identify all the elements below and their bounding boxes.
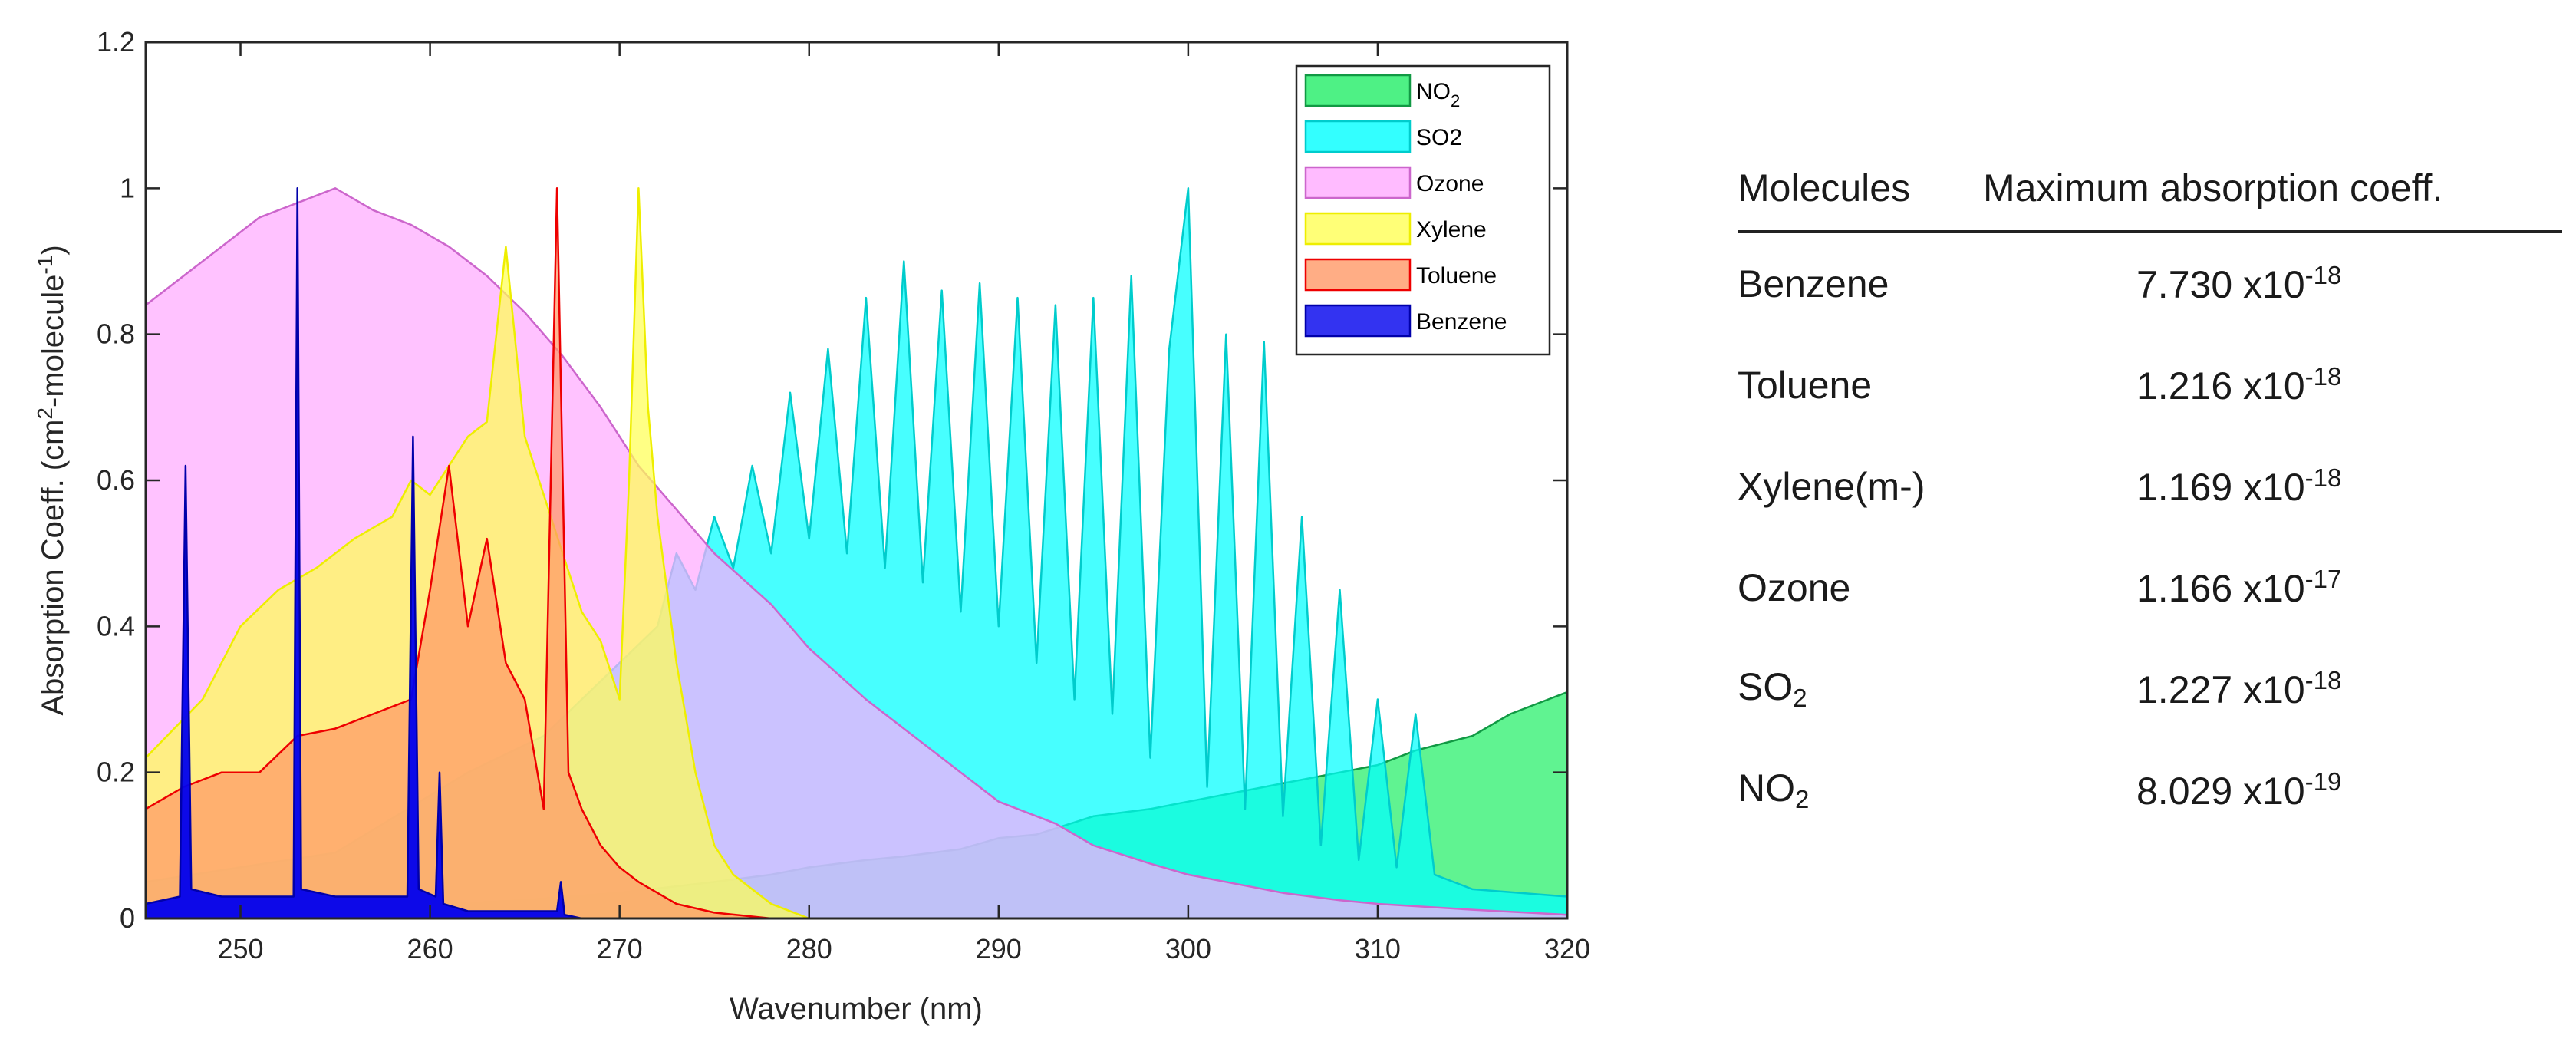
legend-swatch-so2: [1304, 120, 1412, 153]
max-coeff-value: 1.216 x10-18: [2136, 362, 2551, 408]
y-axis-title-sup1: 2: [33, 407, 57, 420]
x-tick-label-300: 300: [1165, 933, 1211, 965]
y-tick-label-1: 0.2: [97, 757, 135, 788]
molecule-name-text: NO: [1738, 767, 1795, 810]
coeff-mantissa: 1.169 x10: [2136, 466, 2305, 509]
coeff-exponent: -17: [2304, 564, 2342, 593]
coeff-mantissa: 1.166 x10: [2136, 567, 2305, 611]
molecule-name: Benzene: [1738, 262, 2136, 306]
header-coeff: Maximum absorption coeff.: [1983, 167, 2443, 209]
coeff-mantissa: 1.216 x10: [2136, 364, 2305, 408]
molecule-name-text: Benzene: [1738, 262, 1889, 305]
legend-swatch-no2: [1304, 74, 1412, 107]
max-coeff-value: 7.730 x10-18: [2136, 261, 2551, 307]
y-axis-title-sup2: -1: [33, 256, 57, 275]
y-axis-title-part2: -molecule: [36, 275, 70, 407]
table-row: Benzene 7.730 x10-18: [1738, 233, 2562, 335]
max-coeff-value: 1.169 x10-18: [2136, 463, 2551, 509]
table-row: SO2 1.227 x10-18: [1738, 638, 2562, 740]
y-tick-label-6: 1.2: [97, 26, 135, 58]
coeff-exponent: -19: [2304, 767, 2342, 796]
x-axis-title: Wavenumber (nm): [730, 992, 983, 1026]
molecule-name-text: Xylene(m-): [1738, 465, 1925, 508]
max-coeff-value: 1.227 x10-18: [2136, 666, 2551, 712]
table-row: NO2 8.029 x10-19: [1738, 740, 2562, 841]
coeff-mantissa: 1.227 x10: [2136, 668, 2305, 712]
series-area-benzene: [144, 187, 583, 920]
molecule-name-subscript: 2: [1795, 785, 1810, 814]
y-axis-title: Absorption Coeff. (cm2-molecule-1): [33, 245, 70, 715]
absorption-table: Molecules Maximum absorption coeff. Benz…: [1738, 146, 2562, 841]
coeff-exponent: -18: [2304, 463, 2342, 492]
x-tick-label-270: 270: [597, 933, 643, 965]
coeff-exponent: -18: [2304, 361, 2342, 391]
table-header: Molecules Maximum absorption coeff.: [1738, 146, 2562, 233]
legend-label-main: Toluene: [1416, 263, 1497, 289]
legend: NO2 SO2 Ozone Xylene Toluene Benzene: [1295, 64, 1551, 356]
coeff-exponent: -18: [2304, 260, 2342, 289]
coeff-mantissa: 7.730 x10: [2136, 263, 2305, 307]
legend-label-benzene: Benzene: [1416, 309, 1507, 335]
y-tick-label-3: 0.6: [97, 464, 135, 496]
table-body: Benzene 7.730 x10-18 Toluene 1.216 x10-18 Xy…: [1738, 233, 2562, 841]
legend-label-xylene: Xylene: [1416, 217, 1487, 242]
x-tick-label-260: 260: [407, 933, 453, 965]
table-row: Ozone 1.166 x10-17: [1738, 537, 2562, 638]
molecule-name-text: SO: [1738, 665, 1794, 709]
molecule-name: Xylene(m-): [1738, 464, 2136, 509]
header-molecules: Molecules: [1738, 167, 1911, 209]
x-tick-label-290: 290: [976, 933, 1022, 965]
coeff-exponent: -18: [2304, 665, 2342, 694]
y-tick-label-5: 1: [120, 172, 135, 203]
molecule-name-subscript: 2: [1793, 684, 1807, 713]
max-coeff-value: 1.166 x10-17: [2136, 565, 2551, 611]
legend-swatch-xylene: [1304, 212, 1412, 246]
y-tick-label-4: 0.8: [97, 318, 135, 350]
absorption-chart: 250 260 270 280 290 300 310 320 0 0.2 0.4 0.6 0.8 1 1.…: [33, 26, 1590, 1026]
legend-label-sub: 2: [1451, 91, 1460, 110]
x-tick-label-250: 250: [217, 933, 263, 965]
molecule-name: NO2: [1738, 766, 2136, 814]
legend-label-ozone: Ozone: [1416, 171, 1484, 196]
table-row: Toluene 1.216 x10-18: [1738, 335, 2562, 436]
legend-label-main: Ozone: [1416, 171, 1484, 196]
y-axis-title-part1: Absorption Coeff. (cm: [36, 420, 70, 716]
legend-label-main: Xylene: [1416, 217, 1487, 242]
legend-swatch-toluene: [1304, 258, 1412, 292]
max-coeff-value: 8.029 x10-19: [2136, 767, 2551, 813]
y-axis-title-part3: ): [36, 245, 70, 255]
legend-label-so2: SO2: [1416, 125, 1462, 150]
molecule-name: SO2: [1738, 664, 2136, 713]
legend-swatch-ozone: [1304, 166, 1412, 199]
y-tick-label-0: 0: [120, 902, 135, 934]
series-area-toluene: [144, 187, 772, 920]
legend-label-main: NO: [1416, 79, 1451, 104]
x-tick-label-280: 280: [786, 933, 832, 965]
molecule-name: Toluene: [1738, 363, 2136, 407]
y-tick-label-2: 0.4: [97, 610, 135, 641]
molecule-name-text: Toluene: [1738, 364, 1873, 407]
x-tick-label-320: 320: [1544, 933, 1590, 965]
legend-label-toluene: Toluene: [1416, 263, 1497, 289]
legend-label-main: Benzene: [1416, 309, 1507, 335]
table-row: Xylene(m-) 1.169 x10-18: [1738, 436, 2562, 537]
molecule-name: Ozone: [1738, 566, 2136, 610]
molecule-name-text: Ozone: [1738, 566, 1851, 609]
coeff-mantissa: 8.029 x10: [2136, 770, 2305, 813]
axis-layer: 250 260 270 280 290 300 310 320 0 0.2 0.4 0.6 0.8 1 1.…: [97, 26, 1590, 965]
series-layer: [144, 187, 1569, 920]
x-tick-label-310: 310: [1355, 933, 1401, 965]
legend-label-no2: NO2: [1416, 79, 1460, 110]
legend-swatch-benzene: [1304, 304, 1412, 338]
legend-label-main: SO2: [1416, 125, 1462, 150]
